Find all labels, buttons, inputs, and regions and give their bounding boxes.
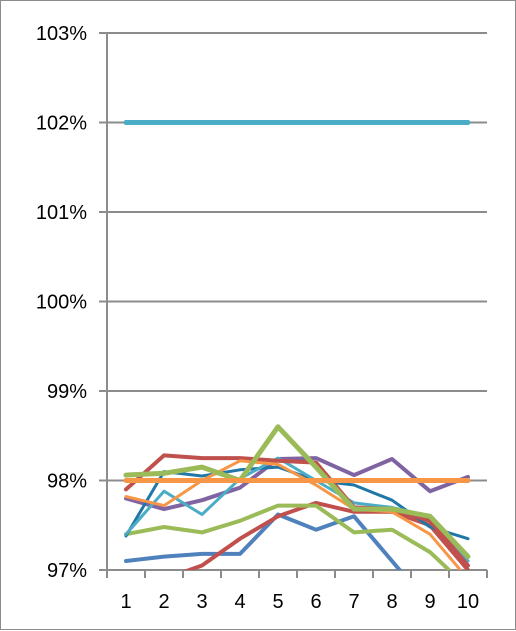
y-tick-label: 98% [47,471,87,493]
series-layer [123,120,471,570]
y-tick-label: 100% [36,292,87,314]
x-tick-label: 3 [196,591,207,613]
series-line-6 [124,456,470,512]
y-tick-label: 101% [36,202,87,224]
x-tick-label: 5 [272,591,283,613]
y-tick-label: 102% [36,113,87,135]
series-line-11 [123,424,471,560]
x-tick-label: 7 [348,591,359,613]
x-tick-label: 2 [158,591,169,613]
x-tick-label: 6 [310,591,321,613]
y-tick-label: 97% [47,560,87,582]
axis-layer [106,33,488,578]
x-tick-label: 1 [120,591,131,613]
label-layer: 97% 98% 99% 100% 101% 102% 103% 1 2 3 4 5 6 7 8 9 10 [36,23,479,613]
x-tick-label: 10 [457,591,479,613]
y-tick-label: 99% [47,381,87,403]
x-tick-label: 9 [424,591,435,613]
series-line-10 [124,459,463,570]
series-line-5 [124,503,452,570]
series-line-4 [183,500,470,570]
series-line-3 [124,512,403,570]
x-tick-label: 8 [386,591,397,613]
y-tick-label: 103% [36,23,87,45]
x-tick-label: 4 [234,591,245,613]
